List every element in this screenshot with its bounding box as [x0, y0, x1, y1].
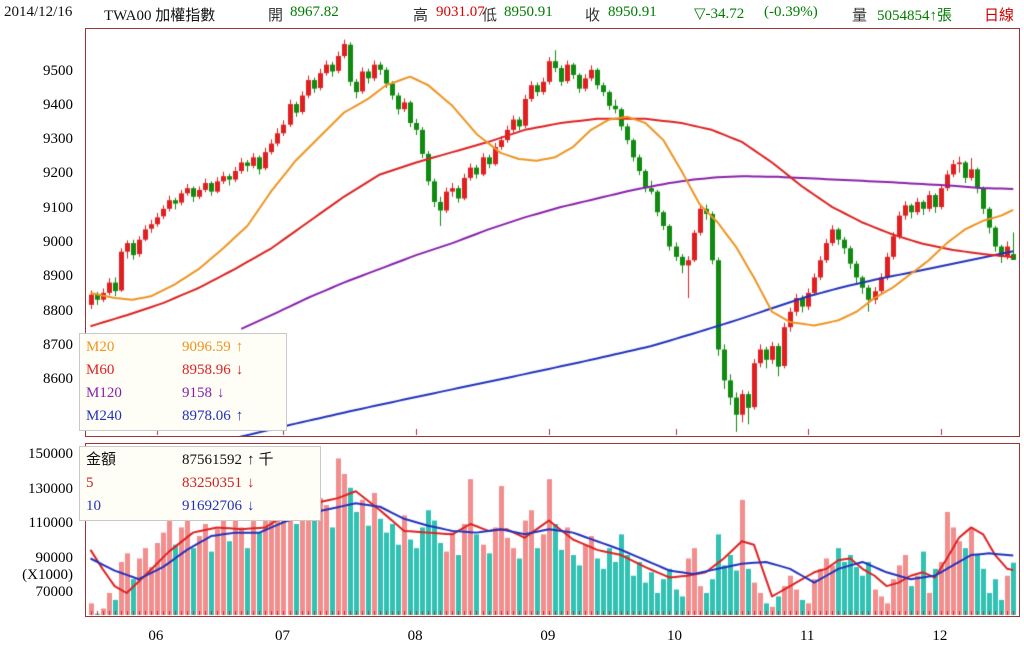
open-value: 8967.82: [290, 4, 339, 20]
turnover-value: 87561592: [182, 452, 242, 468]
price-axis-tick: 9100: [43, 199, 73, 216]
turnover-ma5-value: 83250351: [182, 475, 242, 491]
close-label: 收: [585, 8, 601, 24]
month-axis-label: 09: [540, 628, 556, 644]
price-axis-tick: 9000: [43, 234, 73, 251]
volume-label: 量: [852, 8, 868, 24]
ma240-label: M240: [86, 408, 122, 424]
month-axis-label: 10: [667, 628, 682, 644]
volume-axis-tick: 70000: [35, 584, 74, 600]
ma60-value: 8958.96: [182, 362, 231, 378]
open-label: 開: [268, 8, 284, 24]
turnover-ma5-direction-icon: ↓: [247, 475, 255, 491]
ma20-label: M20: [86, 339, 115, 355]
turnover-ma10-label: 10: [86, 498, 101, 514]
high-value: 9031.07: [436, 4, 485, 20]
month-axis-label: 12: [932, 628, 948, 644]
volume-axis-tick: 150000: [28, 446, 73, 462]
month-axis-label: 06: [148, 628, 164, 644]
price-axis-tick: 8600: [43, 371, 73, 388]
low-value: 8950.91: [504, 4, 553, 20]
ma-legend: M20 9096.59 ↑ M60 8958.96 ↓ M120 9158 ↓ M240 89…: [79, 333, 287, 431]
change-percent: (-0.39%): [764, 4, 818, 20]
volume-axis-tick: 90000: [35, 549, 74, 566]
ma20-direction-icon: ↑: [235, 339, 244, 355]
ma240-direction-icon: ↑: [235, 408, 244, 424]
turnover-ma10-direction-icon: ↓: [247, 498, 255, 514]
volume-axis-unit: (X1000): [22, 566, 73, 583]
close-value: 8950.91: [608, 4, 657, 20]
price-axis-tick: 9500: [43, 62, 73, 79]
high-label: 高: [413, 8, 429, 24]
month-axis-label: 08: [407, 628, 423, 644]
ma60-direction-icon: ↓: [235, 362, 244, 378]
turnover-legend-row: 金額 87561592 ↑ 千: [86, 449, 314, 472]
ma120-value: 9158: [182, 385, 212, 401]
price-axis-tick: 9400: [43, 96, 73, 113]
ma20-value: 9096.59: [182, 339, 231, 355]
price-axis-tick: 9200: [43, 165, 73, 182]
ma120-label: M120: [86, 385, 122, 401]
quote-date: 2014/12/16: [4, 4, 73, 20]
price-axis-tick: 9300: [43, 131, 73, 148]
turnover-direction-icon: ↑: [247, 452, 255, 468]
month-axis-label: 07: [274, 628, 290, 644]
price-axis-tick: 8800: [43, 302, 73, 319]
ma-legend-row: M240 8978.06 ↑: [86, 405, 280, 428]
ma-legend-row: M20 9096.59 ↑: [86, 336, 280, 359]
period-selector[interactable]: 日線: [984, 8, 1015, 24]
turnover-label: 金額: [86, 452, 117, 468]
price-axis-tick: 8900: [43, 268, 73, 285]
turnover-legend: 金額 87561592 ↑ 千 5 83250351 ↓ 10 91692706 ↓: [79, 446, 321, 521]
turnover-ma5-label: 5: [86, 475, 94, 491]
change-value: ▽-34.72: [694, 6, 745, 22]
turnover-legend-row: 10 91692706 ↓: [86, 495, 314, 518]
price-axis-tick: 8700: [43, 337, 73, 354]
ma240-value: 8978.06: [182, 408, 231, 424]
volume-value: 5054854↑張: [877, 8, 953, 24]
low-label: 低: [482, 8, 498, 24]
ma60-label: M60: [86, 362, 115, 378]
turnover-unit: 千: [258, 452, 274, 468]
ma-legend-row: M60 8958.96 ↓: [86, 359, 280, 382]
volume-chart-panel: [85, 443, 1020, 617]
volume-axis-tick: 110000: [28, 515, 73, 531]
ma-legend-row: M120 9158 ↓: [86, 382, 280, 405]
month-axis-label: 11: [799, 628, 815, 644]
ma120-direction-icon: ↓: [217, 385, 225, 401]
symbol-name: TWA00 加權指數: [104, 8, 216, 24]
volume-axis-tick: 130000: [28, 480, 73, 497]
turnover-ma10-value: 91692706: [182, 498, 242, 514]
quote-header: 2014/12/16 TWA00 加權指數 開 8967.82 高 9031.0…: [0, 0, 1024, 26]
turnover-legend-row: 5 83250351 ↓: [86, 472, 314, 495]
